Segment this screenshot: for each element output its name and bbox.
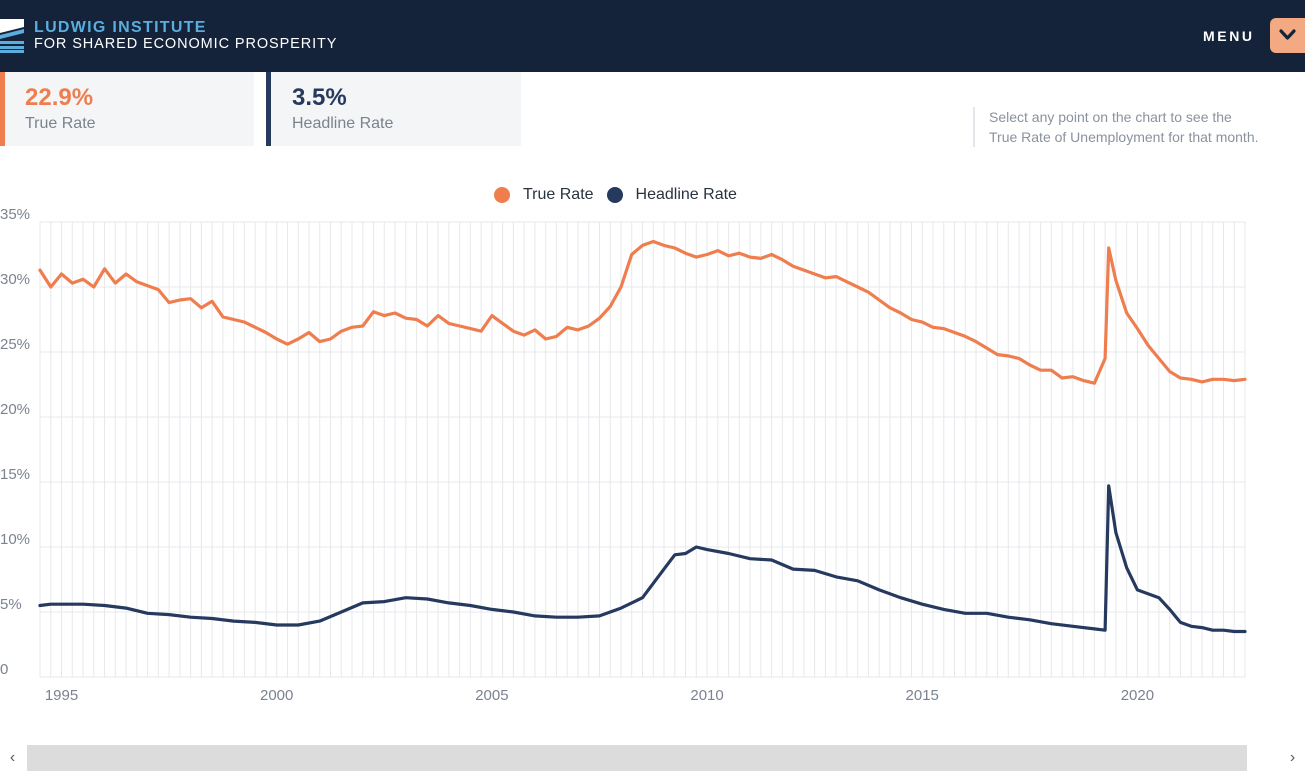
legend-label-true-rate: True Rate xyxy=(523,186,594,203)
x-tick-label: 2020 xyxy=(1121,687,1154,704)
true-rate-card: 22.9% True Rate xyxy=(0,72,254,146)
vertical-gridlines xyxy=(39,222,1246,677)
y-tick-label: 20% xyxy=(0,401,30,418)
top-navbar: LUDWIG INSTITUTE FOR SHARED ECONOMIC PRO… xyxy=(0,0,1305,72)
y-tick-label: 15% xyxy=(0,466,30,483)
brand-line-1: LUDWIG INSTITUTE xyxy=(34,19,207,36)
headline-rate-accent-bar xyxy=(266,72,271,146)
menu-button[interactable] xyxy=(1270,18,1305,53)
y-tick-label: 5% xyxy=(0,596,22,613)
y-tick-label: 35% xyxy=(0,206,30,223)
x-tick-label: 2005 xyxy=(475,687,508,704)
chart-legend: True Rate Headline Rate xyxy=(494,184,750,206)
legend-dot-true-rate xyxy=(494,187,510,203)
true-rate-accent-bar xyxy=(0,72,5,146)
scroll-left-arrow-icon[interactable]: ‹ xyxy=(9,749,16,766)
y-tick-label: 25% xyxy=(0,336,30,353)
headline-rate-card: 3.5% Headline Rate xyxy=(266,72,521,146)
brand-name[interactable]: LUDWIG INSTITUTE FOR SHARED ECONOMIC PRO… xyxy=(34,19,337,53)
legend-label-headline-rate: Headline Rate xyxy=(635,186,737,203)
series-lines xyxy=(38,239,1247,634)
horizontal-gridlines xyxy=(40,221,1245,678)
scrollbar-thumb[interactable] xyxy=(27,745,1247,771)
brand-line-2: FOR SHARED ECONOMIC PROSPERITY xyxy=(34,36,338,52)
legend-dot-headline-rate xyxy=(606,187,623,203)
y-tick-label: 0 xyxy=(0,661,8,678)
horizontal-scrollbar[interactable]: ‹ › xyxy=(0,745,1305,771)
headline-rate-value: 3.5% xyxy=(292,84,347,111)
true-rate-label: True Rate xyxy=(25,115,96,132)
unemployment-line-chart[interactable]: 0 5% 10% 15% 20% 25% 30% 35% 1995 2000 2005 2010 20… xyxy=(0,200,1305,720)
scroll-right-arrow-icon[interactable]: › xyxy=(1289,749,1296,766)
chart-hint-text: Select any point on the chart to see the… xyxy=(973,107,1305,147)
x-tick-label: 2015 xyxy=(906,687,939,704)
x-axis-labels: 1995 2000 2005 2010 2015 2020 xyxy=(45,687,1154,704)
y-tick-label: 30% xyxy=(0,271,30,288)
institute-logo-icon[interactable] xyxy=(0,19,24,53)
headline-rate-label: Headline Rate xyxy=(292,115,394,132)
menu-label[interactable]: MENU xyxy=(1203,28,1255,44)
y-tick-label: 10% xyxy=(0,531,30,548)
x-tick-label: 1995 xyxy=(45,687,78,704)
y-axis-labels: 0 5% 10% 15% 20% 25% 30% 35% xyxy=(0,206,30,678)
legend-item-headline-rate[interactable]: Headline Rate xyxy=(606,186,737,204)
legend-item-true-rate[interactable]: True Rate xyxy=(494,186,594,204)
headline-rate-line[interactable] xyxy=(38,484,1247,634)
x-tick-label: 2010 xyxy=(690,687,723,704)
true-rate-value: 22.9% xyxy=(25,84,94,111)
chevron-down-icon xyxy=(1279,29,1296,40)
true-rate-line[interactable] xyxy=(38,239,1247,385)
x-tick-label: 2000 xyxy=(260,687,293,704)
